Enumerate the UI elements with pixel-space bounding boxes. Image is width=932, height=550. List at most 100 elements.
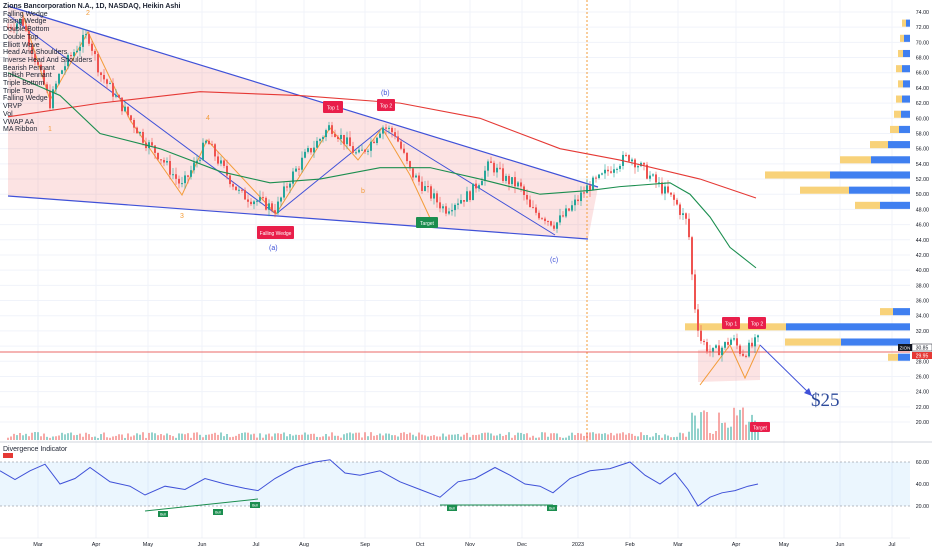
indicator-item[interactable]: Bullish Pennant: [3, 72, 52, 80]
candle: [391, 127, 393, 133]
volume-bar: [559, 437, 561, 440]
candle: [328, 125, 330, 131]
volume-bar: [721, 423, 723, 440]
volume-bar: [163, 435, 165, 440]
volume-bar: [742, 407, 744, 440]
volume-bar: [127, 433, 129, 440]
elliott-wave-path: [21, 11, 431, 219]
vp-bar-down: [888, 141, 910, 149]
volume-bar: [598, 433, 600, 440]
candle: [187, 175, 189, 177]
candle: [472, 183, 474, 201]
price-tick: 36.00: [916, 299, 929, 305]
indicator-item[interactable]: Bearish Pennant: [3, 64, 55, 72]
indicator-item[interactable]: Triple Bottom: [3, 80, 45, 88]
wedge-inner-line-3: [381, 127, 556, 236]
indicator-item[interactable]: Rising Wedge: [3, 18, 47, 26]
time-tick: Jul: [252, 542, 259, 548]
volume-bar: [376, 435, 378, 440]
volume-bar: [124, 437, 126, 440]
volume-bar: [346, 433, 348, 440]
candle: [28, 30, 30, 46]
volume-bar: [259, 433, 261, 440]
candle: [646, 164, 648, 179]
volume-bar: [580, 433, 582, 440]
svg-text:Target: Target: [753, 426, 768, 432]
volume-bar: [640, 432, 642, 440]
candle: [301, 157, 303, 170]
indicator-item[interactable]: Head And Shoulders: [3, 49, 68, 57]
candle: [505, 175, 507, 181]
volume-bar: [610, 432, 612, 440]
volume-bar: [214, 432, 216, 440]
indicator-item[interactable]: Double Bottom: [3, 26, 50, 34]
volume-bar: [592, 432, 594, 440]
volume-bar: [199, 434, 201, 440]
projection-arrow: [759, 344, 813, 397]
candle: [172, 174, 174, 176]
vp-bar-down: [906, 19, 910, 27]
candle: [130, 115, 132, 120]
vp-bar-up: [902, 19, 906, 27]
price-tick: 68.00: [916, 56, 929, 62]
volume-bar: [679, 432, 681, 440]
volume-bar: [283, 432, 285, 440]
candle: [754, 337, 756, 347]
indicator-item[interactable]: Falling Wedge: [3, 10, 48, 18]
volume-bar: [616, 433, 618, 440]
candle: [322, 137, 324, 139]
candle: [343, 134, 345, 145]
volume-bar: [172, 436, 174, 440]
volume-bar: [547, 436, 549, 440]
volume-bar: [700, 412, 702, 440]
volume-bar: [379, 433, 381, 440]
volume-bar: [709, 433, 711, 440]
candle: [532, 207, 534, 209]
candle: [61, 70, 63, 74]
svg-text:Bull: Bull: [160, 513, 166, 517]
volume-bar: [241, 432, 243, 440]
indicator-item[interactable]: MA Ribbon: [3, 126, 38, 134]
candle: [355, 152, 357, 154]
volume-bar: [364, 432, 366, 440]
candle: [496, 167, 498, 173]
candle: [442, 206, 444, 209]
candle: [499, 167, 501, 169]
volume-bar: [442, 433, 444, 440]
volume-bar: [490, 433, 492, 440]
candle: [349, 137, 351, 147]
candle: [16, 23, 18, 30]
volume-bar: [631, 433, 633, 440]
price-axis[interactable]: [910, 0, 932, 550]
candle: [256, 200, 258, 202]
indicator-item[interactable]: Falling Wedge: [3, 95, 48, 103]
volume-bar: [97, 437, 99, 440]
time-axis[interactable]: Mar Apr May Jun Jul Aug Sep Oct Nov Dec 2023 Feb Mar…: [33, 542, 895, 548]
indicator-item[interactable]: Triple Top: [3, 87, 34, 95]
indicator-item[interactable]: Vol: [3, 110, 13, 118]
volume-bar: [148, 432, 150, 440]
volume-bar: [670, 437, 672, 440]
wedge-fill: [8, 6, 598, 239]
time-tick: Nov: [465, 542, 475, 548]
volume-bar: [187, 433, 189, 440]
candle: [433, 193, 435, 199]
vp-bar-up: [888, 353, 898, 361]
candle: [259, 197, 261, 201]
volume-bar: [55, 436, 57, 440]
svg-text:29.95: 29.95: [916, 354, 929, 360]
indicator-item[interactable]: VWAP AA: [3, 118, 35, 126]
candle: [181, 183, 183, 185]
indicator-item[interactable]: Double Top: [3, 33, 39, 41]
volume-bar: [745, 424, 747, 440]
volume-bar: [622, 432, 624, 440]
candle: [211, 144, 213, 146]
volume-bar: [472, 434, 474, 440]
volume-bar: [394, 435, 396, 440]
candle: [613, 169, 615, 173]
indicator-item[interactable]: VRVP: [3, 103, 22, 111]
candle: [439, 202, 441, 209]
indicator-item[interactable]: Elliott Wave: [3, 41, 40, 49]
indicator-item[interactable]: Inverse Head And Shoulders: [3, 56, 93, 64]
